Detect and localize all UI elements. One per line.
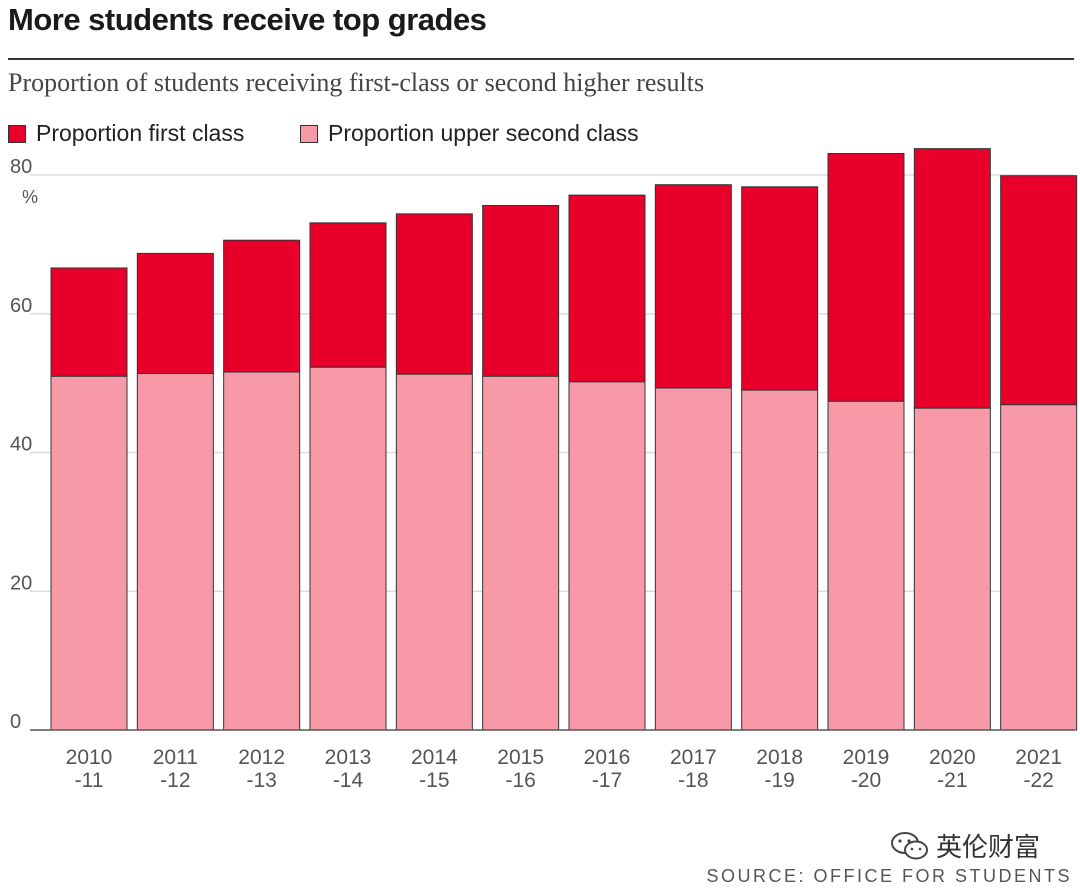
bar-first-class	[309, 222, 387, 368]
y-tick-label: 60	[10, 295, 32, 317]
bar-first-class	[223, 239, 301, 373]
legend-label-upper-second: Proportion upper second class	[328, 120, 639, 146]
bar-first-class	[654, 184, 732, 389]
x-tick-label: 2014	[411, 746, 458, 769]
bar-upper-second	[395, 373, 473, 731]
bar-upper-second	[309, 366, 387, 731]
x-tick-label: 2013	[325, 746, 372, 769]
x-tick-label: 2015	[497, 746, 544, 769]
x-tick-label: 2011	[153, 746, 198, 769]
y-tick-label: 20	[10, 572, 32, 594]
bar-upper-second	[223, 371, 301, 731]
x-tick-label-suffix: -13	[246, 769, 276, 792]
title-divider	[8, 58, 1074, 60]
bar-upper-second	[1000, 404, 1078, 731]
chart-title: More students receive top grades	[8, 2, 487, 37]
bar-upper-second	[482, 375, 560, 731]
y-tick-label: 0	[10, 711, 21, 733]
bar-upper-second	[136, 372, 214, 731]
bar-upper-second	[568, 381, 646, 731]
wechat-icon	[891, 831, 928, 859]
x-tick-label: 2012	[238, 746, 285, 769]
x-tick-label-suffix: -22	[1023, 769, 1053, 792]
legend-swatch-upper-second	[300, 124, 318, 143]
bar-upper-second	[50, 375, 128, 731]
x-tick-label-suffix: -11	[75, 769, 104, 792]
bar-upper-second	[827, 400, 905, 731]
x-tick-label-suffix: -16	[505, 769, 535, 792]
x-tick-label: 2021	[1015, 746, 1062, 769]
bar-first-class	[741, 186, 819, 391]
x-tick-label-suffix: -12	[160, 769, 190, 792]
legend-swatch-first-class	[8, 124, 26, 143]
x-tick-label: 2016	[584, 746, 631, 769]
x-tick-label-suffix: -14	[333, 769, 364, 792]
bar-first-class	[395, 213, 473, 375]
y-tick-label: 80	[10, 156, 32, 178]
x-tick-label: 2018	[756, 746, 803, 769]
legend-item-first-class: Proportion first class	[8, 120, 244, 147]
y-tick-label: 40	[10, 434, 32, 456]
bar-first-class	[913, 148, 991, 409]
bar-first-class	[827, 152, 905, 402]
x-tick-label-suffix: -18	[678, 769, 708, 792]
chart-subtitle: Proportion of students receiving first-c…	[8, 68, 705, 97]
x-tick-label: 2010	[66, 746, 113, 769]
x-tick-label-suffix: -19	[764, 769, 794, 792]
x-tick-label: 2019	[843, 746, 890, 769]
bar-first-class	[568, 194, 646, 383]
x-tick-label: 2017	[670, 746, 717, 769]
x-tick-label: 2020	[929, 746, 976, 769]
bar-first-class	[482, 205, 560, 377]
x-tick-label-suffix: -15	[419, 769, 449, 792]
watermark: 英伦财富	[890, 827, 1040, 864]
y-unit-label: %	[22, 187, 38, 207]
legend-label-first-class: Proportion first class	[36, 120, 245, 146]
x-tick-label-suffix: -21	[937, 769, 967, 792]
x-tick-label-suffix: -20	[851, 769, 881, 792]
watermark-text: 英伦财富	[936, 832, 1041, 862]
bar-first-class	[50, 267, 128, 377]
x-tick-label-suffix: -17	[592, 769, 622, 792]
bar-upper-second	[913, 407, 991, 731]
source-note: SOURCE: OFFICE FOR STUDENTS	[706, 866, 1072, 886]
bar-first-class	[1000, 175, 1078, 406]
legend-item-upper-second: Proportion upper second class	[300, 120, 639, 147]
bar-upper-second	[654, 387, 732, 731]
bar-upper-second	[741, 389, 819, 731]
bar-first-class	[136, 252, 214, 374]
